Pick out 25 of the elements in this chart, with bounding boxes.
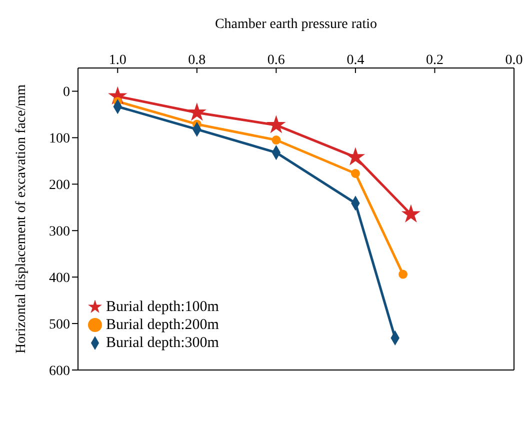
x-tick-label: 0.6 xyxy=(267,53,285,68)
y-tick-label: 300 xyxy=(49,224,70,240)
point xyxy=(350,168,360,178)
y-tick-label: 200 xyxy=(49,178,70,194)
x-tick-label: 1.0 xyxy=(108,53,126,68)
legend-label: Burial depth:200m xyxy=(106,317,219,333)
x-tick-label: 0.0 xyxy=(505,53,523,68)
y-tick-label: 500 xyxy=(49,318,70,333)
y-tick-label: 100 xyxy=(49,132,70,147)
y-tick-label: 0 xyxy=(63,85,70,100)
point xyxy=(188,104,206,120)
x-tick-label: 0.4 xyxy=(346,53,364,68)
y-tick-label: 600 xyxy=(49,364,70,379)
legend-label: Burial depth:300m xyxy=(106,335,219,351)
x-axis-title: Chamber earth pressure ratio xyxy=(214,16,378,32)
x-tick-label: 0.8 xyxy=(188,53,206,68)
point xyxy=(272,136,281,144)
x-tick-label: 0.2 xyxy=(426,53,444,68)
y-axis-title: Horizontal displacement of excavation face/mm xyxy=(14,84,29,354)
y-tick-label: 400 xyxy=(49,271,70,286)
point xyxy=(402,205,420,222)
legend-label: Burial depth:100m xyxy=(106,299,219,315)
point xyxy=(346,148,364,165)
point xyxy=(268,116,285,132)
point xyxy=(398,270,408,279)
